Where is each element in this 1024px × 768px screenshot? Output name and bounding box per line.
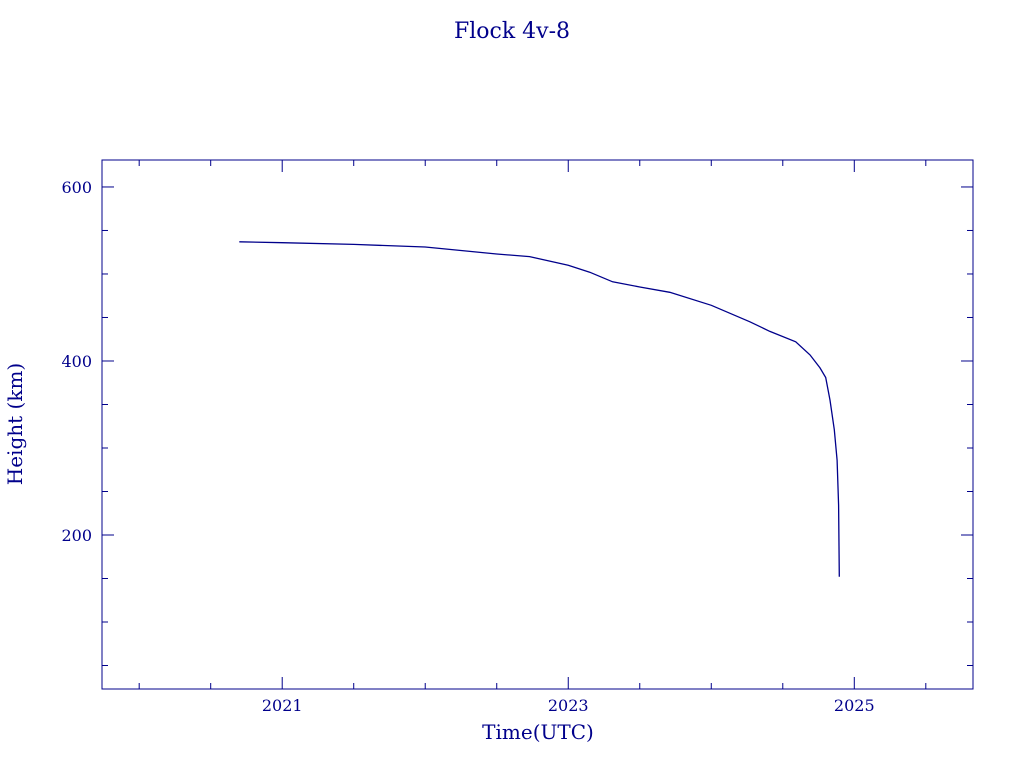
y-tick-label: 600 — [61, 178, 92, 197]
x-axis-label: Time(UTC) — [482, 720, 594, 744]
x-tick-label: 2025 — [834, 696, 875, 715]
chart-title: Flock 4v-8 — [454, 19, 570, 44]
y-tick-label: 200 — [61, 526, 92, 545]
x-tick-label: 2021 — [262, 696, 303, 715]
y-axis-label: Height (km) — [3, 363, 27, 485]
plot-frame — [101, 159, 974, 690]
x-tick-label: 2023 — [548, 696, 589, 715]
y-tick-label: 400 — [61, 352, 92, 371]
series-line — [239, 241, 840, 577]
